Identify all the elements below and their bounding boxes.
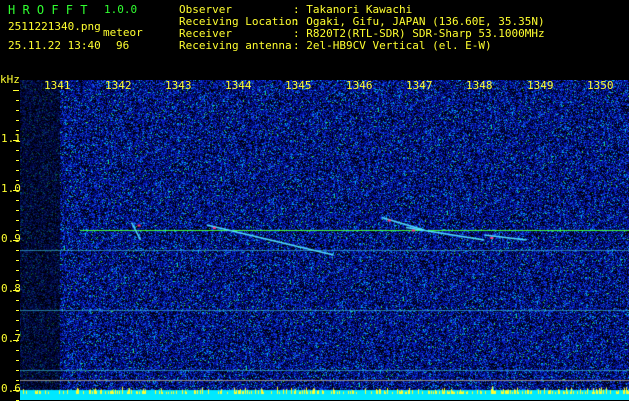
y-axis-label: kHz — [0, 73, 20, 86]
y-tick-mark — [16, 260, 19, 261]
info-label: Receiver — [179, 27, 232, 40]
y-tick-mark — [13, 140, 19, 141]
y-tick-mark — [16, 250, 19, 251]
y-tick-mark — [16, 230, 19, 231]
y-tick-mark — [16, 220, 19, 221]
y-tick-mark — [16, 370, 19, 371]
x-tick-label: 1346 — [346, 79, 373, 92]
y-tick-mark — [13, 240, 19, 241]
y-tick-label: 0.6 — [1, 382, 21, 395]
y-tick-mark — [16, 360, 19, 361]
y-tick-mark — [16, 330, 19, 331]
y-tick-mark — [16, 200, 19, 201]
filename: 2511221340.png — [8, 20, 101, 33]
datetime: 25.11.22 13:40 — [8, 39, 101, 52]
y-tick-mark — [16, 380, 19, 381]
y-tick-label: 1.1 — [1, 132, 21, 145]
y-tick-mark — [16, 120, 19, 121]
y-tick-label: 1.0 — [1, 182, 21, 195]
x-tick-label: 1344 — [225, 79, 252, 92]
y-tick-mark — [16, 160, 19, 161]
y-tick-mark — [16, 110, 19, 111]
y-tick-mark — [16, 350, 19, 351]
x-tick-label: 1347 — [406, 79, 433, 92]
y-tick-mark — [16, 100, 19, 101]
app-version: 1.0.0 — [104, 3, 138, 16]
y-tick-mark — [13, 90, 19, 91]
y-tick-label: 0.9 — [1, 232, 21, 245]
y-tick-mark — [13, 340, 19, 341]
y-tick-mark — [16, 280, 19, 281]
x-tick-label: 1348 — [466, 79, 493, 92]
y-tick-mark — [13, 190, 19, 191]
y-tick-label: 0.7 — [1, 332, 21, 345]
meteor-label: meteor — [103, 26, 143, 39]
y-tick-mark — [16, 300, 19, 301]
app-title: H R O F F T — [8, 3, 88, 17]
info-value: : Ogaki, Gifu, JAPAN (136.60E, 35.35N) — [293, 15, 545, 28]
info-value: : R820T2(RTL-SDR) SDR-Sharp 53.1000MHz — [293, 27, 545, 40]
y-tick-mark — [13, 290, 19, 291]
x-tick-label: 1342 — [105, 79, 132, 92]
info-label: Observer — [179, 3, 232, 16]
y-tick-mark — [16, 210, 19, 211]
x-tick-label: 1350 — [587, 79, 614, 92]
spectrogram — [20, 80, 629, 400]
info-label: Receiving Location — [179, 15, 299, 28]
meteor-count: 96 — [116, 39, 130, 52]
x-tick-label: 1341 — [44, 79, 71, 92]
y-tick-mark — [16, 150, 19, 151]
info-label: Receiving antenna — [179, 39, 292, 52]
y-tick-mark — [16, 320, 19, 321]
x-tick-label: 1345 — [285, 79, 312, 92]
y-tick-mark — [16, 130, 19, 131]
y-tick-mark — [16, 310, 19, 311]
x-tick-label: 1349 — [527, 79, 554, 92]
info-value: : Takanori Kawachi — [293, 3, 413, 16]
info-value: : 2el-HB9CV Vertical (el. E-W) — [293, 39, 492, 52]
y-tick-mark — [16, 270, 19, 271]
x-tick-label: 1343 — [165, 79, 192, 92]
y-tick-mark — [16, 170, 19, 171]
y-tick-mark — [16, 180, 19, 181]
y-tick-label: 0.8 — [1, 282, 21, 295]
y-tick-mark — [13, 390, 19, 391]
